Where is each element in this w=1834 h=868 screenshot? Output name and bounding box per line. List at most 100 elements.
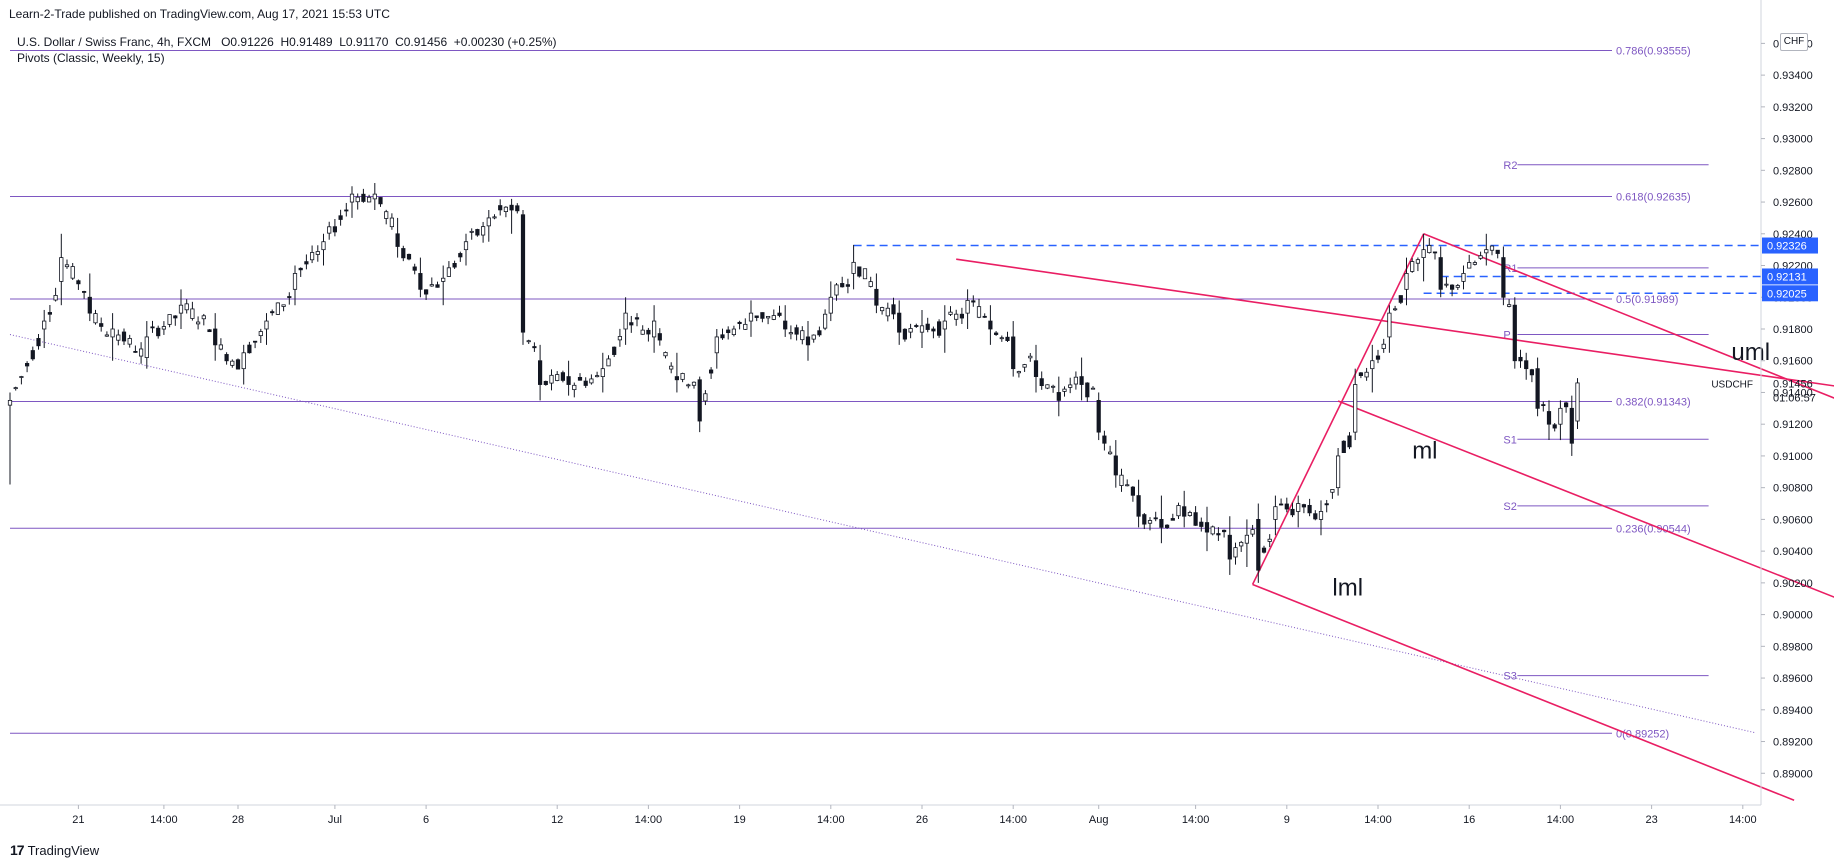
candle-up	[184, 303, 189, 311]
candle-up	[1267, 538, 1272, 542]
candle-down	[931, 328, 936, 332]
price-tick-label: 0.89400	[1773, 705, 1813, 717]
price-tick-label: 0.89000	[1773, 768, 1813, 780]
candle-up	[834, 284, 839, 296]
candle-up	[1318, 511, 1324, 520]
candle-down	[914, 325, 919, 327]
dashed-levels-layer	[853, 244, 1761, 295]
ohlc-open-label: O	[221, 35, 231, 49]
symbol-legend[interactable]: U.S. Dollar / Swiss Franc, 4h, FXCM O0.9…	[17, 35, 557, 49]
candle-down	[1193, 512, 1198, 526]
time-tick-label: 14:00	[1547, 814, 1575, 826]
candle-up	[948, 311, 953, 315]
candle-up	[1244, 534, 1249, 544]
candle-up	[178, 304, 184, 314]
candle-down	[361, 193, 366, 202]
candle-down	[1324, 503, 1329, 506]
candle-down	[994, 332, 999, 335]
candle-up	[868, 281, 873, 287]
dotted-trendline	[9, 334, 1755, 733]
candle-down	[845, 284, 851, 287]
candle-up	[1176, 505, 1181, 517]
candle-down	[891, 304, 896, 315]
candle-up	[942, 320, 947, 330]
candle-up	[258, 331, 263, 337]
candle-up	[766, 315, 771, 319]
candle-down	[857, 266, 862, 277]
candle-down	[988, 320, 993, 330]
candle-down	[897, 312, 902, 333]
candle-up	[1296, 503, 1301, 512]
time-axis[interactable]: 21 14:00 28 Jul 6 12 14:00 19 14:00 26 14:00 Aug 14:…	[0, 804, 1761, 826]
candle-up	[811, 334, 816, 340]
candles-layer	[7, 183, 1580, 583]
candle-up	[1410, 261, 1415, 272]
price-tick-label: 0.89800	[1773, 641, 1813, 653]
time-tick-label: 14:00	[1729, 814, 1757, 826]
candle-up	[691, 381, 697, 386]
pivot-label: S2	[1503, 501, 1516, 513]
candle-down	[1284, 503, 1289, 510]
candle-up	[218, 344, 223, 350]
candle-up	[1415, 259, 1420, 264]
candle-down	[1569, 407, 1574, 444]
candle-down	[817, 330, 822, 336]
candle-up	[965, 300, 970, 314]
candle-up	[1068, 384, 1073, 388]
pitchfork-label-lml: lml	[1332, 575, 1363, 602]
candle-up	[976, 306, 982, 318]
candle-down	[874, 288, 879, 306]
candle-up	[600, 368, 605, 377]
candle-down	[937, 321, 942, 336]
price-tick-label: 0.92600	[1773, 197, 1813, 209]
candle-down	[577, 376, 583, 381]
candle-up	[309, 252, 315, 261]
candle-up	[1062, 388, 1067, 392]
price-tick-label: 0.91800	[1773, 324, 1813, 336]
candle-up	[127, 338, 132, 345]
candle-down	[498, 205, 503, 211]
candle-down	[304, 261, 309, 265]
price-tick-label: 0.91400	[1773, 387, 1813, 399]
candle-down	[697, 379, 702, 422]
candle-down	[150, 326, 155, 329]
candle-down	[412, 266, 417, 271]
indicator-legend[interactable]: Pivots (Classic, Weekly, 15)	[17, 51, 165, 65]
currency-button[interactable]: CHF	[1780, 33, 1808, 51]
tradingview-logo[interactable]: 17 TradingView	[10, 842, 99, 858]
candle-up	[70, 266, 75, 279]
candle-down	[634, 317, 640, 320]
candle-up	[1353, 384, 1358, 433]
ohlc-low-label: L	[339, 35, 346, 49]
candle-up	[880, 307, 885, 312]
candle-up	[1119, 474, 1124, 486]
candle-down	[1199, 521, 1204, 527]
candle-up	[623, 312, 628, 330]
candle-up	[1455, 285, 1460, 288]
price-tick-label: 0.90600	[1773, 514, 1813, 526]
candle-down	[532, 346, 537, 349]
price-tick-label: 0.90200	[1773, 578, 1813, 590]
candle-up	[1045, 384, 1050, 389]
candle-down	[1261, 547, 1267, 553]
candle-up	[1393, 308, 1398, 311]
ohlc-close: 0.91456	[403, 35, 448, 49]
candle-up	[281, 304, 286, 307]
candle-up	[1336, 455, 1341, 489]
candle-down	[520, 214, 526, 333]
candle-up	[64, 264, 70, 268]
candle-down	[30, 350, 35, 360]
candle-up	[116, 334, 121, 341]
candle-down	[270, 311, 275, 314]
candle-down	[47, 312, 53, 315]
candle-down	[538, 360, 543, 385]
candle-down	[566, 376, 571, 385]
candle-down	[1501, 257, 1506, 298]
pivot-label: S1	[1503, 434, 1516, 446]
candle-down	[452, 263, 457, 268]
candle-up	[908, 328, 913, 333]
candle-down	[612, 346, 617, 355]
fib-level-label: 0.618(0.92635)	[1616, 192, 1691, 204]
